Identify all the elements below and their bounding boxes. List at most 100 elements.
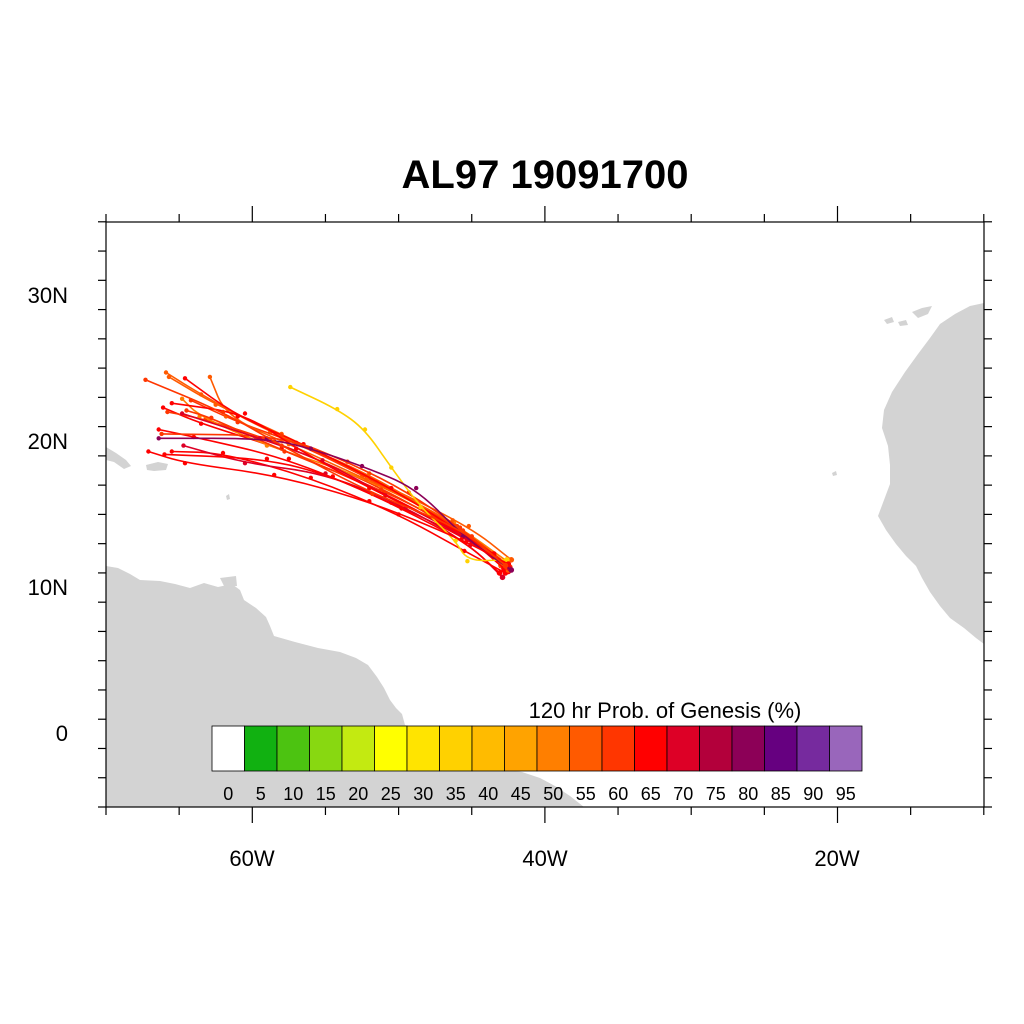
colorbar-box [666,725,700,772]
track-point [418,504,423,510]
track-point [198,421,204,426]
track-point [264,456,270,461]
colorbar-tick-label: 35 [446,784,466,804]
track-line [171,402,495,555]
track-point [288,384,293,390]
colorbar-boxes [211,725,863,772]
track-point [457,525,463,530]
colorbar-tick-label: 55 [576,784,596,804]
track-point [308,446,313,451]
track-line [163,453,501,574]
track-point [370,491,375,497]
track-point [330,474,335,479]
colorbar-tick-label: 50 [543,784,563,804]
y-tick-label-10n: 10N [28,575,68,600]
track-line [144,379,507,567]
colorbar-box [829,725,863,772]
colorbar-labels: 0 5 10 15 20 25 30 35 40 45 50 55 60 65 70 75 80 85 90 95 [223,784,856,804]
track-point [378,487,384,492]
land-canary-3 [912,306,932,318]
track-point [143,377,148,382]
track-point [359,463,365,469]
colorbar-tick-label: 15 [316,784,336,804]
colorbar-tick-label: 20 [348,784,368,804]
track-point [508,557,515,563]
track-point [207,374,213,380]
track-point [499,574,506,581]
colorbar-tick-label: 45 [511,784,531,804]
track-point [242,461,248,466]
colorbar-box [341,725,375,772]
track-point [163,370,169,375]
track-point [399,506,404,511]
land-hispaniola [146,462,168,471]
track-point [367,499,372,504]
track-point [279,433,284,438]
track-point [453,538,458,543]
track-point [294,446,299,451]
colorbar-tick-label: 25 [381,784,401,804]
colorbar-box [796,725,830,772]
land-africa [878,303,984,644]
colorbar-tick-label: 30 [413,784,433,804]
track-point [179,396,185,401]
colorbar-tick-label: 90 [803,784,823,804]
track-point [220,409,226,415]
track-point [508,567,515,573]
colorbar-box [471,725,505,772]
track-point [282,449,287,454]
colorbar-box [406,725,440,772]
track-point [169,449,174,454]
track-point [220,450,226,456]
track-point [146,449,151,454]
y-tick-label-0: 0 [56,721,68,746]
colorbar-tick-label: 65 [641,784,661,804]
track-point [242,411,248,416]
track-point [389,485,394,491]
y-tick-label-20n: 20N [28,429,68,454]
track-point [156,436,161,441]
x-tick-label-60w: 60W [229,846,274,871]
track-point [179,411,185,416]
track-point [156,427,161,432]
colorbar: 120 hr Prob. of Genesis (%) 0 5 10 15 20 25 30… [211,694,863,804]
track-point [362,427,368,432]
land-trinidad [220,576,237,586]
track-point [504,557,510,563]
colorbar-box [699,725,733,772]
colorbar-tick-label: 75 [706,784,726,804]
track-line [147,450,510,565]
land-canary-2 [898,320,908,326]
track-point [335,406,340,412]
colorbar-box [634,725,668,772]
track-point [169,401,174,406]
colorbar-tick-label: 5 [256,784,266,804]
x-tick-label-40w: 40W [522,846,567,871]
track-point [466,523,471,529]
axis-ticks [98,206,992,823]
colorbar-tick-label: 60 [608,784,628,804]
track-point [364,477,369,482]
colorbar-tick-label: 10 [283,784,303,804]
track-point [209,415,214,420]
y-tick-label-30n: 30N [28,283,68,308]
colorbar-tick-label: 40 [478,784,498,804]
colorbar-box [374,725,408,772]
land-lesser-antilles [226,494,230,500]
x-tick-label-20w: 20W [814,846,859,871]
colorbar-box [309,725,343,772]
colorbar-box [211,725,245,772]
colorbar-tick-label: 70 [673,784,693,804]
track-point [465,559,470,564]
track-point [272,472,277,478]
colorbar-box [439,725,473,772]
colorbar-box [276,725,310,772]
colorbar-box [504,725,538,772]
track-point [308,475,313,480]
colorbar-box [764,725,798,772]
land-canary-1 [884,317,894,324]
colorbar-tick-label: 80 [738,784,758,804]
track-point [184,408,189,413]
track-point [496,570,503,576]
